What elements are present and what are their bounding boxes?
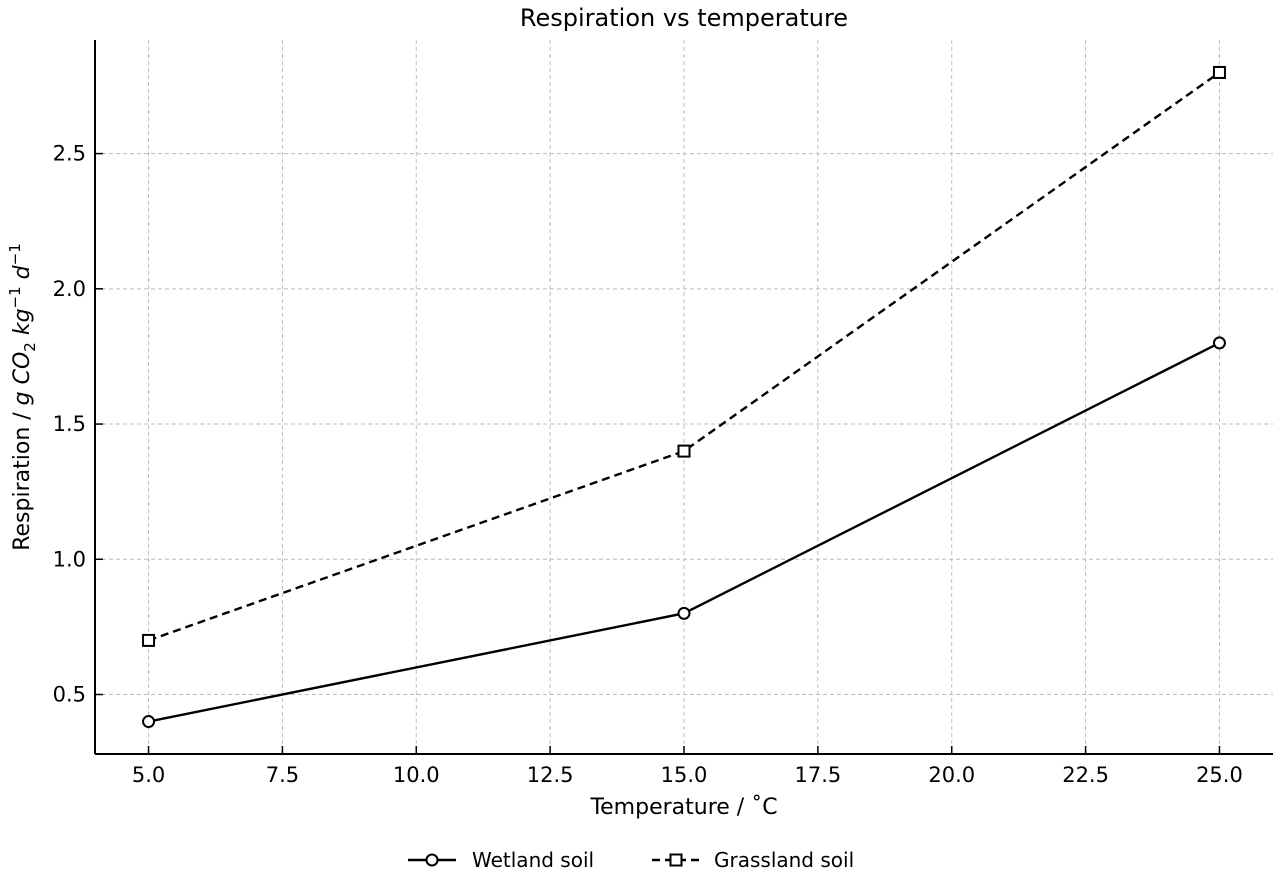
legend-label-wetland-soil: Wetland soil: [472, 848, 594, 872]
y-tick-label: 2.0: [53, 277, 86, 301]
y-axis-label-kg: kg: [10, 308, 35, 342]
data-point-wetland-soil: [677, 606, 691, 620]
data-point-grassland-soil: [1212, 65, 1226, 79]
legend-label-grassland-soil: Grassland soil: [714, 848, 854, 872]
grid: [95, 40, 1273, 754]
data-point-grassland-soil: [142, 633, 156, 647]
x-tick-label: 12.5: [527, 763, 574, 787]
data-point-wetland-soil: [142, 715, 156, 729]
y-axis-label-d-sup: −1: [6, 243, 24, 265]
legend-marker-grassland-soil: [669, 853, 683, 867]
ticks: 5.0 7.5 10.0 12.5 15.0 17.5 20.0 22.5 25.0 0.5 1.0…: [53, 142, 1243, 787]
x-tick-label: 20.0: [928, 763, 975, 787]
y-axis-label-kg-sup: −1: [6, 286, 24, 308]
y-axis-label-co-sub: 2: [21, 342, 39, 352]
y-tick-label: 1.0: [53, 547, 86, 571]
y-axis-label-co: CO: [10, 352, 35, 385]
series-layer: [142, 65, 1226, 729]
y-axis-label-base: Respiration /: [10, 405, 35, 550]
chart-title: Respiration vs temperature: [520, 4, 848, 32]
x-tick-label: 25.0: [1196, 763, 1243, 787]
x-tick-label: 5.0: [132, 763, 165, 787]
x-axis-label: Temperature / ˚C: [589, 795, 777, 820]
y-tick-label: 0.5: [53, 683, 86, 707]
y-axis-label-d: d: [10, 264, 35, 286]
y-axis-label-g: g: [10, 384, 35, 405]
x-tick-label: 10.0: [393, 763, 440, 787]
y-axis-label: Respiration / g CO2 kg−1 d−1: [6, 243, 39, 551]
data-point-grassland-soil: [677, 444, 691, 458]
legend-marker-wetland-soil: [425, 853, 439, 867]
x-tick-label: 7.5: [266, 763, 299, 787]
y-tick-label: 2.5: [53, 142, 86, 166]
x-tick-label: 15.0: [661, 763, 708, 787]
legend: Wetland soil Grassland soil: [408, 848, 854, 872]
x-tick-label: 22.5: [1062, 763, 1109, 787]
x-tick-label: 17.5: [794, 763, 841, 787]
data-point-wetland-soil: [1212, 336, 1226, 350]
y-tick-label: 1.5: [53, 412, 86, 436]
series-line-grassland-soil: [148, 71, 1221, 642]
